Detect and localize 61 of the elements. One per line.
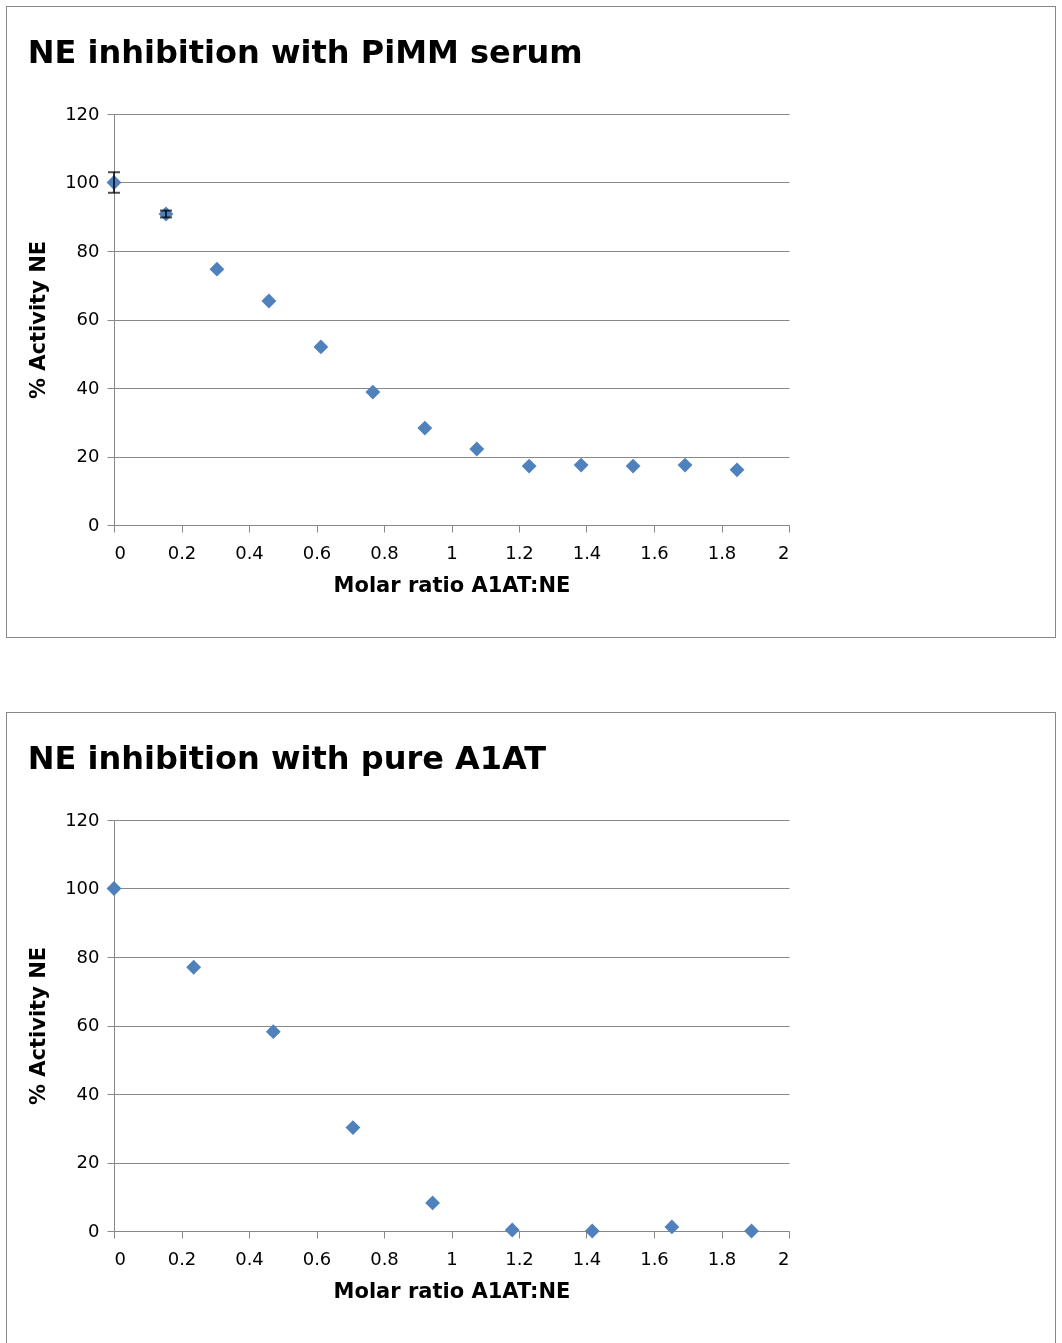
point (265, 1024, 281, 1040)
point (729, 462, 745, 478)
point (186, 959, 202, 975)
y-tick-label: 0 (88, 513, 100, 535)
x-tick-label: 1.6 (640, 541, 669, 563)
point (469, 441, 485, 457)
x-axis-title: Molar ratio A1AT:NE (333, 1278, 571, 1303)
chart-title: NE inhibition with pure A1AT (27, 739, 547, 777)
point (365, 384, 381, 400)
y-tick-label: 20 (76, 445, 100, 466)
y-tick-label: 60 (76, 308, 100, 329)
y-tick-label: 0 (88, 1219, 100, 1241)
point (345, 1120, 361, 1135)
point (521, 458, 537, 474)
point (504, 1222, 520, 1238)
x-axis-title: Molar ratio A1AT:NE (333, 572, 571, 597)
y-axis-title: % Activity NE (26, 240, 51, 400)
y-tick-label: 20 (76, 1151, 100, 1172)
chart-title: NE inhibition with PiMM serum (27, 33, 583, 71)
x-tick-label: 0.2 (167, 1247, 197, 1269)
y-tick-label: 120 (65, 808, 100, 830)
point (425, 1195, 441, 1211)
x-tick-label: 0.4 (235, 541, 264, 563)
x-tick-label: 1.2 (505, 1247, 534, 1269)
y-tick-label: 80 (76, 945, 100, 967)
x-tick-label: 0.8 (370, 541, 399, 563)
point (625, 458, 641, 474)
x-tick-label: 1.4 (572, 1247, 602, 1269)
x-tick-label: 1.4 (572, 541, 602, 563)
y-axis-title: % Activity NE (26, 946, 51, 1106)
x-tick-label: 0.6 (302, 541, 332, 563)
x-tick-label: 0.2 (167, 541, 197, 563)
y-tick-label: 100 (65, 171, 100, 192)
x-tick-label: 0.8 (370, 1247, 399, 1269)
point (584, 1223, 600, 1239)
point (664, 1219, 680, 1235)
x-tick-label: 0.6 (302, 1247, 332, 1269)
x-tick-label: 1.2 (505, 541, 534, 563)
y-tick-label: 40 (76, 1082, 100, 1104)
x-tick-label: 1 (446, 1247, 458, 1269)
point (209, 261, 225, 277)
x-tick-label: 2 (778, 541, 790, 563)
x-tick-label: 1.8 (707, 1247, 737, 1269)
y-tick-label: 100 (65, 877, 100, 898)
point (417, 420, 433, 436)
x-tick-label: 1 (446, 541, 458, 563)
point (313, 339, 329, 355)
y-tick-label: 80 (76, 239, 100, 261)
x-tick-label: 0 (114, 541, 126, 563)
y-tick-label: 60 (76, 1014, 100, 1035)
x-tick-label: 2 (778, 1247, 790, 1269)
x-tick-label: 1.8 (707, 541, 737, 563)
point (261, 293, 277, 309)
y-tick-label: 40 (76, 376, 100, 398)
x-tick-label: 0 (114, 1247, 126, 1269)
point (106, 881, 122, 896)
point (573, 457, 589, 473)
x-tick-label: 1.6 (640, 1247, 669, 1269)
x-tick-label: 0.4 (235, 1247, 264, 1269)
y-tick-label: 120 (65, 102, 100, 124)
point (677, 457, 693, 473)
